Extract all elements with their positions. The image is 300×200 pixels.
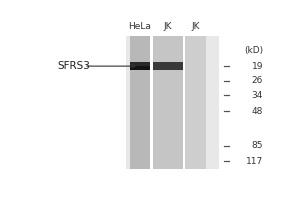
Bar [153, 36, 183, 169]
Bar [150, 36, 153, 169]
Text: 48: 48 [252, 107, 263, 116]
Text: 19: 19 [251, 62, 263, 71]
Text: JK: JK [164, 22, 172, 31]
Text: 117: 117 [246, 157, 263, 166]
Bar [130, 36, 150, 169]
Text: 85: 85 [251, 141, 263, 150]
Text: HeLa: HeLa [128, 22, 151, 31]
Text: 34: 34 [252, 91, 263, 100]
Bar [185, 36, 206, 169]
Bar [130, 66, 150, 70]
Text: JK: JK [191, 22, 200, 31]
Bar [183, 36, 185, 169]
Text: SFRS3: SFRS3 [57, 61, 90, 71]
Text: 26: 26 [252, 76, 263, 85]
Text: (kD): (kD) [244, 46, 263, 55]
Bar [130, 62, 150, 70]
Bar [153, 62, 183, 70]
Bar [126, 36, 219, 169]
